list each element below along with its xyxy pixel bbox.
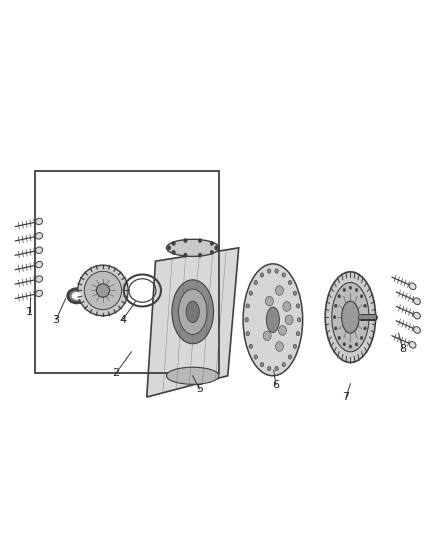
Text: 7: 7 [343, 392, 350, 402]
Ellipse shape [186, 301, 199, 322]
Circle shape [172, 241, 175, 246]
Circle shape [263, 331, 271, 341]
Circle shape [282, 362, 286, 367]
Circle shape [343, 288, 346, 292]
Text: 3: 3 [53, 315, 60, 325]
Circle shape [249, 291, 253, 295]
Circle shape [254, 355, 258, 359]
Circle shape [360, 336, 363, 340]
Circle shape [267, 366, 271, 370]
Circle shape [184, 253, 187, 257]
Circle shape [355, 343, 358, 346]
Ellipse shape [166, 239, 219, 256]
Circle shape [172, 250, 175, 254]
Circle shape [333, 316, 336, 319]
Circle shape [260, 273, 264, 277]
Circle shape [276, 342, 283, 351]
Circle shape [338, 295, 340, 298]
Ellipse shape [35, 247, 42, 254]
Circle shape [282, 273, 286, 277]
Circle shape [296, 332, 300, 336]
Circle shape [275, 269, 279, 273]
Circle shape [343, 343, 346, 346]
Circle shape [246, 304, 250, 308]
Bar [35, 171, 219, 373]
Text: 6: 6 [272, 380, 279, 390]
Ellipse shape [342, 301, 359, 333]
Circle shape [210, 250, 214, 254]
Circle shape [270, 318, 278, 327]
Text: 1: 1 [26, 307, 33, 317]
Circle shape [198, 238, 202, 243]
Circle shape [355, 288, 358, 292]
Circle shape [364, 304, 366, 308]
Ellipse shape [35, 290, 42, 297]
Ellipse shape [166, 367, 219, 384]
Circle shape [335, 304, 337, 308]
Circle shape [198, 253, 202, 257]
Ellipse shape [332, 282, 369, 352]
Text: 5: 5 [196, 384, 203, 394]
Ellipse shape [35, 218, 42, 225]
Circle shape [215, 246, 218, 250]
Circle shape [283, 302, 291, 311]
Circle shape [260, 362, 264, 367]
Ellipse shape [72, 292, 81, 300]
Circle shape [335, 327, 337, 330]
Ellipse shape [413, 312, 420, 319]
Circle shape [338, 336, 340, 340]
Circle shape [167, 246, 171, 250]
Polygon shape [147, 248, 239, 397]
Circle shape [249, 344, 253, 349]
Circle shape [293, 291, 297, 295]
Circle shape [246, 332, 250, 336]
Text: 4: 4 [119, 315, 126, 325]
Circle shape [254, 280, 258, 285]
Ellipse shape [35, 232, 42, 239]
Circle shape [275, 366, 279, 370]
Ellipse shape [96, 284, 110, 297]
Ellipse shape [409, 283, 416, 289]
Circle shape [360, 295, 363, 298]
Ellipse shape [78, 265, 128, 316]
Ellipse shape [35, 261, 42, 268]
Circle shape [364, 327, 366, 330]
Ellipse shape [413, 327, 420, 333]
Text: 2: 2 [113, 368, 120, 378]
Circle shape [210, 241, 214, 246]
Circle shape [293, 344, 297, 349]
Circle shape [349, 286, 352, 289]
Circle shape [267, 269, 271, 273]
Ellipse shape [68, 289, 85, 303]
Ellipse shape [172, 280, 214, 344]
Circle shape [365, 316, 367, 319]
Ellipse shape [84, 271, 121, 310]
Circle shape [297, 318, 301, 322]
Ellipse shape [325, 272, 376, 362]
Ellipse shape [243, 264, 303, 376]
Ellipse shape [266, 307, 279, 333]
Circle shape [265, 296, 273, 306]
Circle shape [288, 355, 292, 359]
Ellipse shape [178, 289, 207, 335]
Circle shape [279, 326, 286, 335]
Ellipse shape [409, 342, 416, 348]
Circle shape [288, 280, 292, 285]
Circle shape [285, 315, 293, 325]
Circle shape [296, 304, 300, 308]
Ellipse shape [413, 298, 420, 304]
Text: 8: 8 [399, 344, 406, 354]
Circle shape [184, 238, 187, 243]
Circle shape [349, 345, 352, 348]
Circle shape [276, 286, 283, 295]
Circle shape [245, 318, 248, 322]
Ellipse shape [35, 276, 42, 282]
